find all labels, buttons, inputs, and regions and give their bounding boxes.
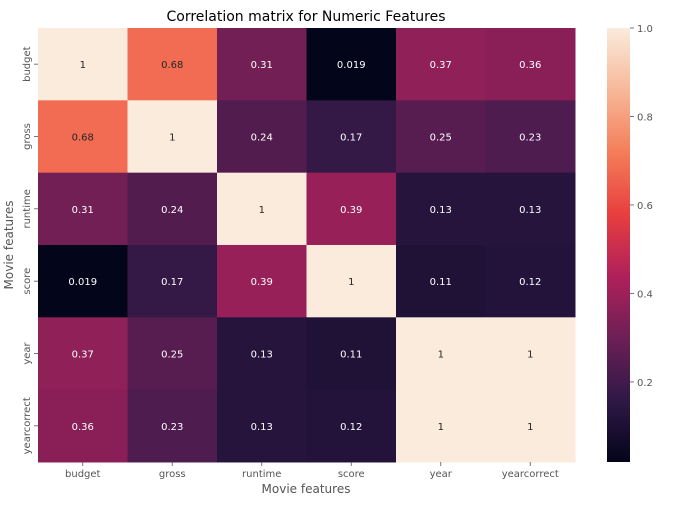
x-tick-label: year: [430, 469, 453, 480]
x-tick-label: runtime: [242, 469, 281, 480]
colorbar-tick-label: 0.4: [637, 289, 653, 300]
cell-value-label: 0.37: [430, 60, 452, 71]
cell-value-label: 0.36: [72, 422, 94, 433]
cell-value-label: 0.23: [519, 132, 541, 143]
heatmap-cell: [485, 317, 576, 391]
cell-value-label: 0.25: [161, 349, 183, 360]
y-tick-label: yearcorrect: [22, 397, 33, 454]
y-axis-label: Movie features: [2, 201, 16, 290]
heatmap-cell: [38, 389, 128, 463]
cell-value-label: 0.37: [72, 349, 94, 360]
cell-value-label: 0.13: [251, 422, 273, 433]
heatmap-cell: [217, 389, 307, 463]
y-tick-label: gross: [22, 123, 33, 150]
heatmap-cell: [127, 100, 218, 174]
colorbar-tick-label: 1.0: [637, 24, 653, 35]
cell-value-label: 1: [80, 60, 86, 71]
x-tick-labels: budget gross runtime score year yearcorrect: [65, 461, 559, 480]
cell-value-label: 0.36: [519, 60, 541, 71]
cell-value-label: 0.13: [430, 205, 452, 216]
cell-value-label: 0.23: [161, 422, 183, 433]
cell-value-label: 0.11: [340, 349, 362, 360]
colorbar-tick-label: 0.8: [637, 112, 653, 123]
x-tick-label: yearcorrect: [502, 469, 559, 480]
heatmap-cell: [485, 100, 576, 174]
cell-value-label: 0.12: [519, 277, 541, 288]
cell-value-label: 1: [259, 205, 265, 216]
x-tick-label: score: [338, 469, 365, 480]
cell-value-label: 0.68: [161, 60, 183, 71]
heatmap-cell: [38, 28, 128, 101]
cell-value-label: 0.39: [340, 205, 362, 216]
heatmap-cell: [127, 28, 218, 101]
y-tick-label: budget: [22, 46, 33, 82]
cell-value-label: 0.13: [519, 205, 541, 216]
heatmap-cell: [306, 28, 397, 101]
heatmap-cell: [485, 172, 576, 246]
cell-value-label: 0.019: [68, 277, 97, 288]
heatmap-cell: [485, 389, 576, 463]
heatmap-cell: [38, 172, 128, 246]
cell-value-label: 0.24: [251, 132, 273, 143]
cell-value-label: 0.17: [340, 132, 362, 143]
heatmap-cell: [306, 172, 397, 246]
heatmap-cells: 1 0.68 0.31 0.019 0.37 0.36 0.68 1 0.24 0.17 0.25 0…: [38, 28, 576, 463]
cell-value-label: 1: [527, 349, 533, 360]
heatmap-cell: [217, 244, 307, 318]
cell-value-label: 0.31: [251, 60, 273, 71]
cell-value-label: 1: [527, 422, 533, 433]
heatmap-cell: [306, 389, 397, 463]
heatmap-cell: [38, 100, 128, 174]
cell-value-label: 1: [438, 422, 444, 433]
cell-value-label: 1: [348, 277, 354, 288]
heatmap-cell: [127, 317, 218, 391]
cell-value-label: 1: [438, 349, 444, 360]
y-tick-label: score: [22, 268, 33, 295]
heatmap-cell: [396, 28, 486, 101]
colorbar-ticks: 0.2 0.4 0.6 0.8 1.0: [630, 24, 653, 389]
cell-value-label: 0.39: [251, 277, 273, 288]
y-tick-label: runtime: [22, 189, 33, 228]
heatmap-cell: [485, 28, 576, 101]
heatmap-cell: [217, 100, 307, 174]
cell-value-label: 1: [169, 132, 175, 143]
heatmap-cell: [127, 244, 218, 318]
heatmap-cell: [396, 389, 486, 463]
heatmap-cell: [217, 317, 307, 391]
heatmap-cell: [306, 244, 397, 318]
cell-value-label: 0.68: [72, 132, 94, 143]
y-tick-label: year: [22, 341, 33, 364]
colorbar-tick-label: 0.2: [637, 378, 653, 389]
x-tick-label: gross: [159, 469, 186, 480]
x-tick-label: budget: [65, 469, 101, 480]
heatmap-cell: [396, 172, 486, 246]
y-tick-labels: budget gross runtime score year yearcorrect: [22, 46, 38, 454]
cell-value-label: 0.17: [161, 277, 183, 288]
heatmap-cell: [396, 100, 486, 174]
colorbar: [607, 28, 630, 462]
heatmap-cell: [306, 100, 397, 174]
cell-value-label: 0.25: [430, 132, 452, 143]
heatmap-cell: [38, 244, 128, 318]
cell-value-label: 0.13: [251, 349, 273, 360]
heatmap-cell: [38, 317, 128, 391]
heatmap-cell: [127, 389, 218, 463]
heatmap-cell: [217, 28, 307, 101]
x-axis-label: Movie features: [262, 482, 351, 496]
cell-value-label: 0.31: [72, 205, 94, 216]
chart-title: Correlation matrix for Numeric Features: [166, 9, 445, 25]
cell-value-label: 0.12: [340, 422, 362, 433]
cell-value-label: 0.11: [430, 277, 452, 288]
heatmap-cell: [127, 172, 218, 246]
heatmap-cell: [306, 317, 397, 391]
cell-value-label: 0.019: [337, 60, 366, 71]
heatmap-cell: [396, 317, 486, 391]
colorbar-tick-label: 0.6: [637, 201, 653, 212]
heatmap-cell: [396, 244, 486, 318]
heatmap-cell: [485, 244, 576, 318]
heatmap-cell: [217, 172, 307, 246]
cell-value-label: 0.24: [161, 205, 183, 216]
